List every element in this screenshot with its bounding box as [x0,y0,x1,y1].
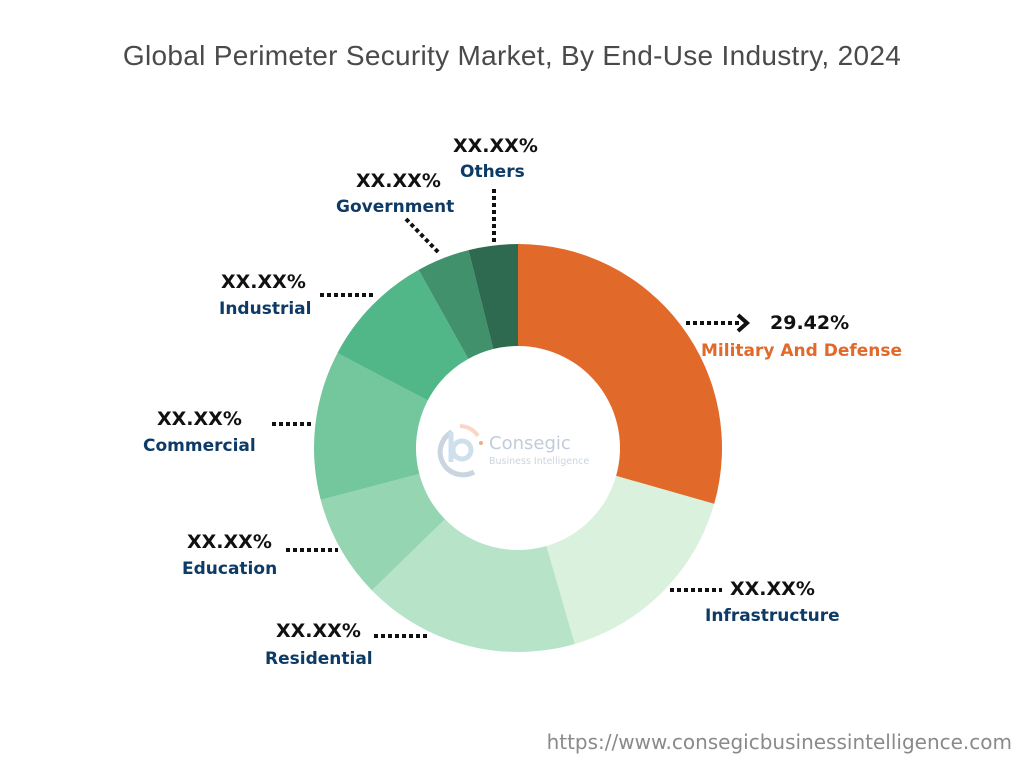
leader-lines [272,189,742,638]
label-government: XX.XX% Government [336,170,454,217]
logo-arc-icon [437,429,476,478]
label-infrastructure: XX.XX% Infrastructure [705,578,840,626]
svg-text:XX.XX%: XX.XX% [453,135,538,157]
label-military: 29.42% Military And Defense [701,312,902,361]
logo-tagline: Business Intelligence [489,456,589,467]
arrow-icon [736,313,751,333]
svg-text:Infrastructure: Infrastructure [705,606,840,626]
svg-text:XX.XX%: XX.XX% [221,271,306,293]
svg-text:XX.XX%: XX.XX% [276,620,361,642]
slice-industrial [337,269,469,401]
donut-slices [314,244,722,652]
label-education: XX.XX% Education [182,531,277,579]
svg-text:Industrial: Industrial [219,299,311,319]
svg-text:XX.XX%: XX.XX% [730,578,815,600]
slice-infrastructure [546,475,715,644]
slice-others [468,244,518,350]
svg-text:Military And Defense: Military And Defense [701,341,902,361]
label-commercial: XX.XX% Commercial [143,408,256,456]
slice-military-and-defense [518,244,722,504]
slice-commercial [314,353,428,500]
svg-text:Education: Education [182,559,277,579]
leader-government [404,217,442,256]
logo-name: Consegic [489,433,571,454]
chart-title: Global Perimeter Security Market, By End… [122,40,902,71]
svg-text:Government: Government [336,197,454,217]
svg-text:29.42%: 29.42% [770,312,849,334]
slice-government [418,250,494,359]
svg-text:Commercial: Commercial [143,436,256,456]
svg-text:Residential: Residential [265,649,373,669]
label-industrial: XX.XX% Industrial [219,271,311,319]
svg-text:XX.XX%: XX.XX% [187,531,272,553]
slice-education [320,473,445,591]
slice-residential [371,519,575,652]
svg-text:XX.XX%: XX.XX% [157,408,242,430]
source-url: https://www.consegicbusinessintelligence… [546,730,1012,754]
svg-text:Others: Others [460,162,525,182]
label-residential: XX.XX% Residential [265,620,373,669]
svg-text:XX.XX%: XX.XX% [356,170,441,192]
label-others: XX.XX% Others [453,135,538,182]
consegic-logo: Consegic Business Intelligence [437,424,589,478]
